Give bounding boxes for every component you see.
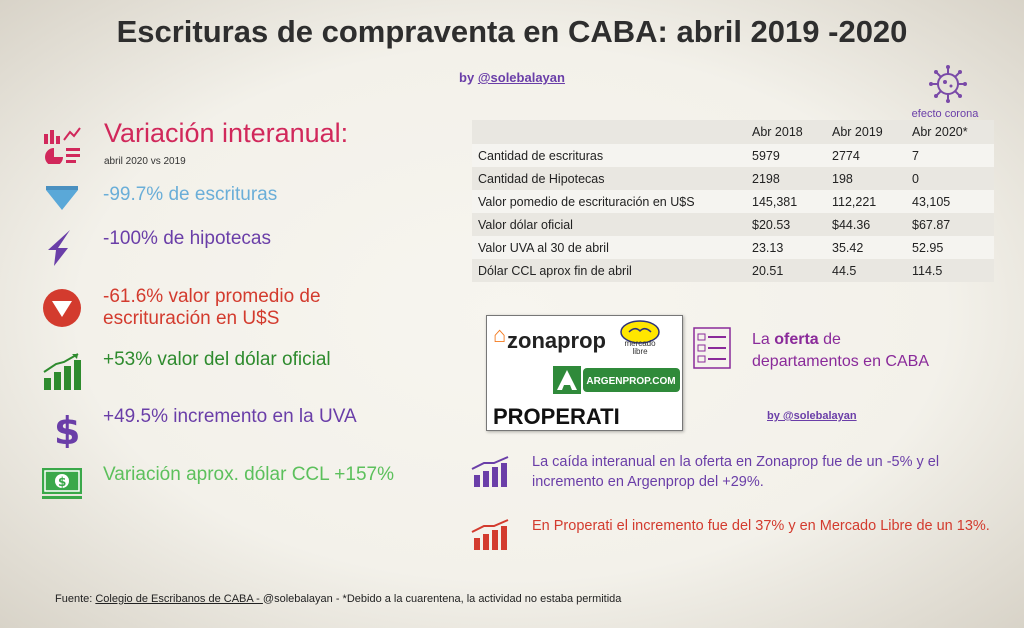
table-row: Valor pomedio de escrituración en U$S 145…	[472, 190, 994, 213]
checklist-icon	[693, 327, 731, 369]
table-cell: 5979	[752, 148, 780, 163]
bar-chart-up-icon	[43, 353, 81, 390]
table-header: Abr 2018	[752, 125, 803, 139]
table-header	[472, 120, 746, 144]
table-cell: 145,381	[752, 194, 798, 209]
table-cell: 114.5	[912, 263, 943, 278]
table-header: Abr 2019	[832, 125, 883, 139]
table-cell: 44.5	[832, 263, 857, 278]
table-cell: 43,105	[912, 194, 951, 209]
byline-prefix: by	[459, 70, 478, 85]
table-row: Dólar CCL aprox fin de abril 20.51 44.5 114…	[472, 259, 994, 282]
byline-handle: @solebalayan	[477, 70, 565, 85]
bar-chart-up-icon	[471, 456, 509, 487]
table-cell: 198	[832, 171, 853, 186]
table-cell: 7	[912, 148, 919, 163]
stat-escrituras: -99.7% de escrituras	[103, 184, 278, 205]
stat-valor-promedio: -61.6% valor promedio de escrituración e…	[103, 286, 321, 329]
table-row: Valor dólar oficial $20.53 $44.36 $67.87	[472, 213, 994, 236]
footer-label: Fuente:	[55, 593, 96, 605]
variacion-subtitle: abril 2020 vs 2019	[104, 156, 186, 167]
oferta-bold: oferta	[774, 331, 819, 348]
properati-note: En Properati el incremento fue del 37% y…	[532, 518, 990, 534]
virus-icon	[929, 65, 967, 103]
table-cell: 23.13	[752, 240, 784, 255]
variacion-title: Variación interanual:	[104, 118, 349, 148]
table-cell: $20.53	[752, 217, 791, 232]
footer-source-link[interactable]: Colegio de Escribanos de CABA -	[95, 593, 263, 605]
table-cell: 52.95	[912, 240, 944, 255]
table-cell: $44.36	[832, 217, 871, 232]
byline: by @solebalayan	[0, 70, 1024, 85]
oferta-suffix: de departamentos en CABA	[752, 331, 929, 370]
svg-text:$: $	[54, 409, 80, 448]
table-cell: 35.42	[832, 240, 864, 255]
table-cell: Valor UVA al 30 de abril	[478, 240, 609, 255]
table-row: Cantidad de Hipotecas 2198 198 0	[472, 167, 994, 190]
stat-dolar-ccl: Variación aprox. dólar CCL +157%	[103, 464, 394, 485]
caida-note: La caída interanual en la oferta en Zona…	[532, 454, 940, 490]
handshake-icon	[620, 320, 660, 344]
stat-hipotecas: -100% de hipotecas	[103, 228, 271, 249]
circle-down-icon	[43, 289, 81, 327]
triangle-down-icon	[46, 186, 78, 210]
argenprop-logo: ARGENPROP.COM	[553, 366, 680, 394]
page-title: Escrituras de compraventa en CABA: abril…	[116, 14, 908, 49]
table-cell: $67.87	[912, 217, 951, 232]
zonaprop-mark-icon: ⌂	[493, 322, 507, 347]
oferta-byline: by @solebalayan	[767, 410, 857, 422]
table-cell: 2774	[832, 148, 860, 163]
table-row: Cantidad de escrituras 5979 2774 7	[472, 144, 994, 167]
oferta-heading: La oferta de departamentos en CABA	[752, 329, 932, 373]
oferta-prefix: La	[752, 331, 775, 348]
table-cell: Dólar CCL aprox fin de abril	[478, 263, 632, 278]
mercadolibre-logo: mercado libre	[624, 339, 656, 356]
banknote-icon: $	[42, 468, 82, 499]
table-cell: Cantidad de escrituras	[478, 148, 604, 163]
bar-chart-up-icon	[471, 519, 509, 550]
table-header: Abr 2020*	[912, 125, 968, 139]
table-header-row: Abr 2018 Abr 2019 Abr 2020*	[472, 120, 994, 144]
stat-dolar-oficial: +53% valor del dólar oficial	[103, 349, 331, 370]
stat-uva: +49.5% incremento en la UVA	[103, 406, 357, 427]
dollar-icon: $	[54, 409, 80, 448]
table-cell: 20.51	[752, 263, 784, 278]
arrow-down-icon	[48, 230, 70, 266]
properati-logo: PROPERATI	[493, 404, 620, 429]
table-cell: Valor dólar oficial	[478, 217, 573, 232]
table-cell: 2198	[752, 171, 780, 186]
data-table: Abr 2018 Abr 2019 Abr 2020* Cantidad de …	[472, 120, 994, 282]
zonaprop-logo: zonaprop	[507, 328, 606, 353]
dashboard-chart-icon	[44, 127, 81, 164]
table-row: Valor UVA al 30 de abril 23.13 35.42 52.95	[472, 236, 994, 259]
table-cell: 112,221	[832, 194, 877, 209]
svg-text:$: $	[58, 475, 66, 489]
table-cell: Valor pomedio de escrituración en U$S	[478, 194, 695, 209]
source-footer: Fuente: Colegio de Escribanos de CABA - …	[55, 593, 621, 605]
footer-rest: @solebalayan - *Debido a la cuarentena, …	[262, 593, 622, 605]
corona-label: efecto corona	[911, 108, 979, 120]
argenprop-text: ARGENPROP.COM	[586, 376, 675, 387]
table-cell: 0	[912, 171, 919, 186]
table-cell: Cantidad de Hipotecas	[478, 171, 605, 186]
portals-logo-box: ⌂ zonaprop mercado libre ARGENPROP.COM P…	[486, 315, 683, 431]
